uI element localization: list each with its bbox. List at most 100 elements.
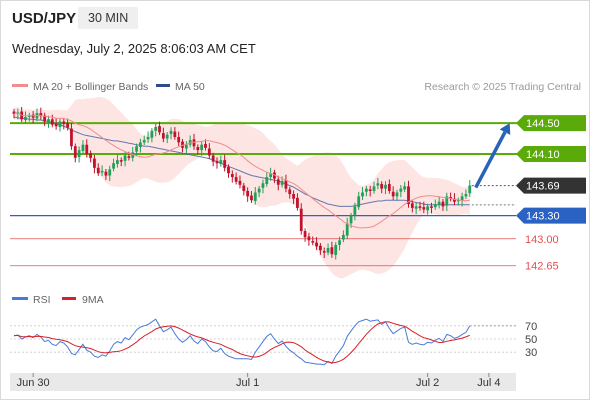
ma20-legend-swatch: [12, 84, 28, 87]
candle-body: [27, 115, 31, 117]
candle-body: [250, 195, 253, 201]
candle-body: [456, 200, 460, 202]
candle-body: [39, 113, 43, 117]
candle-body: [399, 188, 403, 192]
level-label-tag-support: [516, 207, 586, 224]
candle-body: [410, 203, 414, 208]
candle-body: [181, 141, 184, 148]
candle-body: [223, 160, 227, 168]
candle-body: [280, 180, 284, 185]
ma20-line: [13, 112, 470, 229]
level-label-support: 143.30: [526, 211, 560, 223]
rsi-line: [13, 318, 471, 366]
ma50-legend-swatch: [156, 84, 170, 87]
candle-body: [47, 119, 50, 123]
rsi-ma-legend-label: 9MA: [82, 294, 104, 306]
candle-body: [165, 134, 169, 139]
candle-body: [311, 241, 315, 243]
candle-body: [414, 206, 418, 209]
level-label-tag-current: [516, 177, 586, 194]
candle-body: [418, 206, 422, 208]
candle-body: [12, 111, 16, 114]
candle-body: [307, 236, 311, 241]
candle-body: [119, 160, 123, 162]
candle-body: [391, 191, 395, 197]
timeframe-badge[interactable]: 30 MIN: [78, 7, 139, 29]
candle-body: [433, 204, 437, 208]
candle-body: [207, 148, 211, 156]
ma50-line: [13, 116, 470, 207]
candle-body: [73, 146, 77, 158]
candle-body: [292, 194, 295, 199]
candle-body: [303, 231, 307, 238]
candle-body: [227, 167, 230, 174]
candle-body: [204, 143, 207, 148]
candle-body: [89, 153, 92, 158]
candle-body: [334, 244, 338, 255]
candle-body: [372, 186, 376, 191]
candle-body: [43, 115, 47, 122]
candle-body: [449, 197, 453, 199]
x-axis-band: [10, 373, 516, 391]
candle-body: [299, 208, 303, 232]
candle-body: [384, 184, 387, 189]
level-labels: 144.50 144.10 143.69 143.30 143.00 142.65: [516, 115, 586, 273]
candle-body: [269, 173, 273, 178]
candle-body: [85, 144, 89, 154]
candle-body: [184, 144, 188, 149]
forecast-arrow-head: [499, 123, 511, 135]
candle-body: [368, 189, 372, 191]
candle-body: [230, 174, 234, 178]
candle-body: [24, 116, 27, 121]
candle-body: [154, 126, 158, 131]
candle-body: [116, 160, 119, 164]
candle-body: [403, 186, 407, 190]
candle-body: [108, 169, 112, 176]
bollinger-bands: [14, 96, 470, 279]
ma20-layer: [13, 112, 470, 229]
candle-body: [349, 215, 353, 224]
candle-body: [468, 185, 472, 194]
forecast-layer: [474, 123, 511, 189]
candle-body: [330, 247, 334, 255]
candle-body: [62, 121, 66, 124]
candle-body: [246, 190, 250, 197]
price-levels: [10, 122, 531, 267]
candle-body: [104, 171, 108, 176]
candle-body: [66, 123, 70, 128]
candle-body: [395, 192, 399, 197]
candle-body: [150, 130, 154, 138]
candle-body: [261, 183, 265, 188]
rsi-ma-line: [13, 321, 470, 364]
ma50-legend-label: MA 50: [175, 81, 205, 93]
rsi-tick-label: 50: [525, 334, 537, 346]
candle-body: [161, 133, 165, 139]
level-label-current: 143.69: [526, 181, 560, 193]
report-datetime: Wednesday, July 2, 2025 8:06:03 AM CET: [12, 41, 256, 56]
candle-body: [430, 206, 433, 208]
x-axis-tick-label: Jul 2: [416, 377, 439, 389]
rsi-ma-legend-swatch: [62, 297, 76, 300]
candle-body: [142, 140, 146, 143]
candle-body: [265, 177, 269, 185]
candle-body: [127, 156, 131, 158]
forecast-arrow-shaft: [474, 131, 507, 189]
candle-body: [138, 142, 142, 148]
candle-body: [361, 192, 364, 197]
candle-body: [100, 170, 104, 173]
candle-body: [93, 158, 96, 168]
level-label-resistance: 144.50: [526, 118, 560, 130]
rsi-legend-label: RSI: [33, 294, 51, 306]
candle-body: [234, 177, 238, 182]
candle-body: [315, 242, 318, 247]
candle-body: [50, 119, 54, 125]
chart-legend: MA 20 + Bollinger Bands MA 50 Research ©…: [12, 81, 581, 306]
candle-body: [158, 126, 161, 133]
level-label-tag-resistance: [516, 115, 586, 132]
level-label-target: 142.65: [525, 261, 559, 273]
bollinger-band-fill: [14, 96, 470, 279]
candle-body: [441, 201, 445, 207]
rsi-legend-swatch: [12, 297, 28, 300]
